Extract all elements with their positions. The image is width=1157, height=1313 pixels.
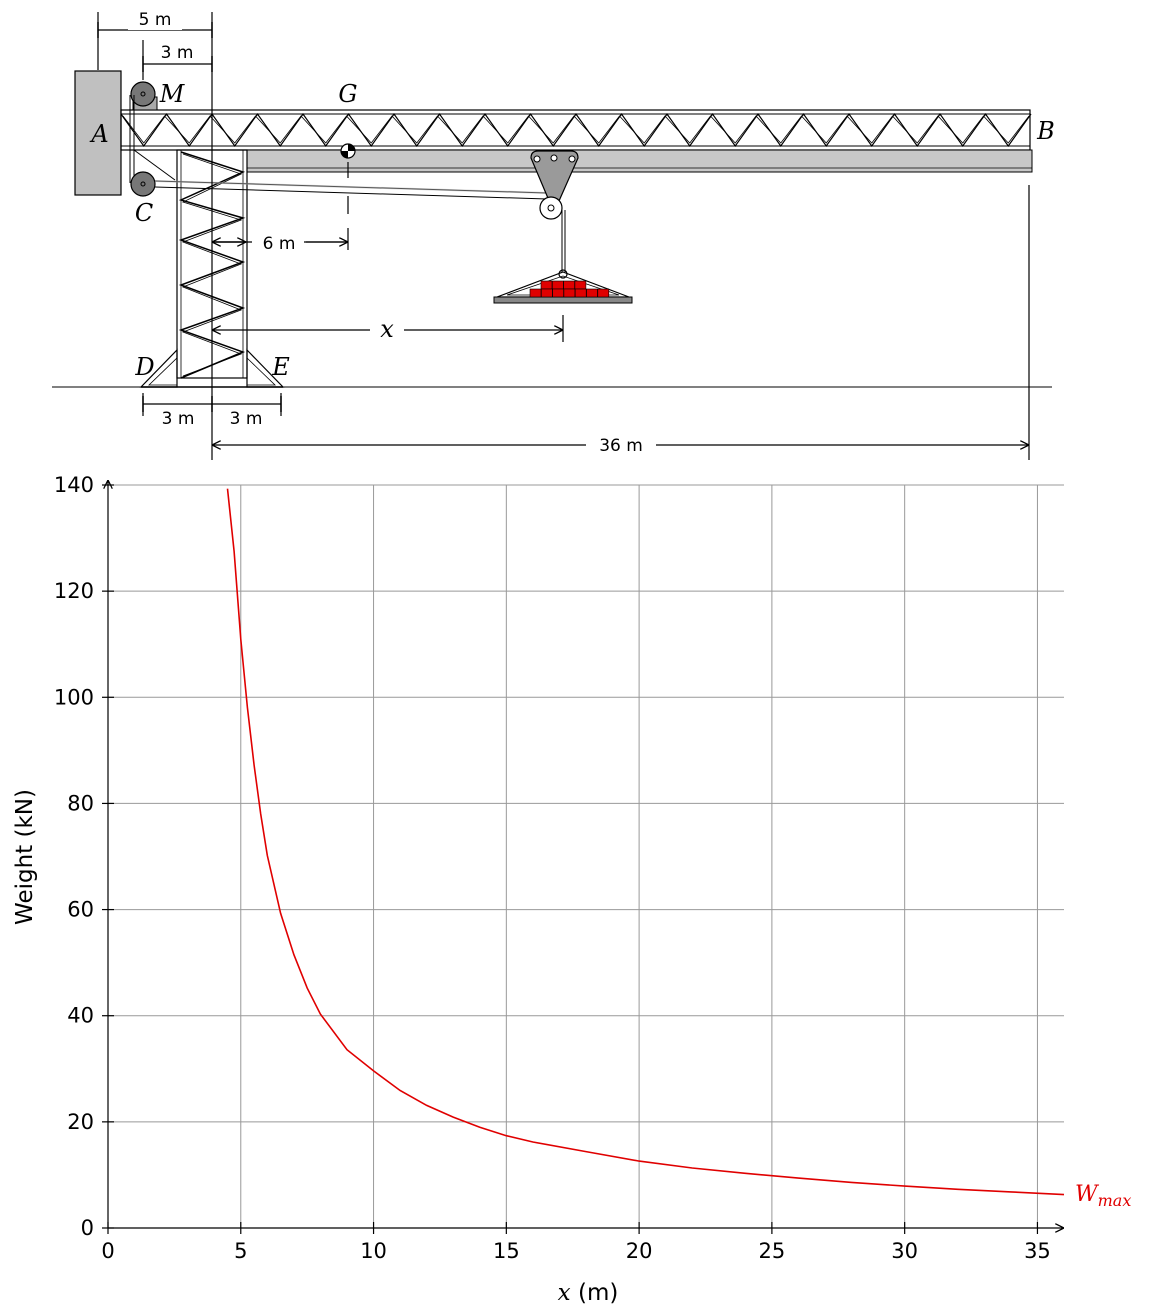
dim-label-6m: 6 m — [263, 234, 296, 254]
y-tick-label: 140 — [54, 473, 94, 497]
dim-label-36m: 36 m — [599, 436, 643, 456]
trolley — [530, 150, 579, 220]
x-ticks: 0 5 10 15 20 25 30 35 — [101, 1222, 1051, 1263]
x-tick-label: 20 — [626, 1239, 653, 1263]
load-block — [552, 288, 564, 298]
y-tick-label: 80 — [67, 791, 94, 815]
y-tick-label: 40 — [67, 1004, 94, 1028]
point-label-d: D — [134, 353, 154, 381]
x-tick-label: 10 — [360, 1239, 387, 1263]
load-block — [551, 280, 564, 290]
dim-label-3m-left: 3 m — [162, 409, 195, 429]
x-tick-label: 35 — [1024, 1239, 1051, 1263]
dim-label-3m-right: 3 m — [230, 409, 263, 429]
pallet — [493, 296, 633, 304]
load-block — [597, 288, 610, 298]
series-line-wmax — [226, 488, 1065, 1196]
load-block — [540, 288, 553, 298]
load-block — [574, 280, 587, 290]
load-blocks — [529, 280, 610, 298]
y-tick-label: 0 — [81, 1216, 94, 1240]
chart-grid — [108, 484, 1064, 1228]
point-label-m: M — [159, 80, 186, 108]
load-block — [540, 280, 553, 290]
x-tick-label: 15 — [493, 1239, 520, 1263]
point-label-a: A — [89, 120, 108, 148]
x-axis-label-var: x — [558, 1280, 571, 1306]
y-tick-label: 100 — [54, 685, 94, 709]
x-tick-label: 25 — [759, 1239, 786, 1263]
pulley-c — [121, 95, 177, 197]
y-tick-label: 120 — [54, 579, 94, 603]
load-block — [529, 288, 542, 298]
weight-chart: 0 5 10 15 20 25 30 35 0 20 40 60 80 100 120 140 Wmax x… — [12, 473, 1131, 1306]
crane-diagram: 5 m 3 m 6 m x 3 m 3 m 36 m A B C D E G — [52, 8, 1055, 460]
y-axis-label: Weight (kN) — [12, 789, 38, 925]
y-ticks: 0 20 40 60 80 100 120 140 — [54, 473, 114, 1240]
pulley-m — [130, 81, 158, 111]
load-block — [586, 288, 598, 298]
point-label-e: E — [271, 353, 290, 381]
point-label-c: C — [135, 199, 153, 227]
point-label-b: B — [1036, 117, 1055, 145]
load-block — [563, 288, 576, 298]
y-tick-label: 60 — [67, 898, 94, 922]
dim-label-3m-top: 3 m — [161, 43, 194, 63]
y-tick-label: 20 — [67, 1110, 94, 1134]
center-of-gravity-g — [340, 143, 356, 250]
x-tick-label: 5 — [234, 1239, 247, 1263]
series-label-wmax: Wmax — [1075, 1182, 1131, 1210]
load-block — [563, 280, 575, 290]
jib-truss — [120, 109, 1032, 151]
load-block — [574, 288, 587, 298]
x-axis-label: x (m) — [558, 1280, 619, 1306]
x-axis-label-unit: (m) — [571, 1280, 619, 1306]
series-name: W — [1075, 1182, 1100, 1207]
x-tick-label: 0 — [101, 1239, 114, 1263]
x-tick-label: 30 — [891, 1239, 918, 1263]
series-subscript: max — [1098, 1191, 1132, 1210]
point-label-g: G — [338, 80, 357, 108]
dim-label-x: x — [380, 315, 394, 343]
dim-label-5m: 5 m — [139, 10, 172, 30]
load-hanger — [493, 269, 633, 304]
tie-bar-lower — [154, 186, 548, 200]
trolley-rail — [246, 149, 1033, 173]
